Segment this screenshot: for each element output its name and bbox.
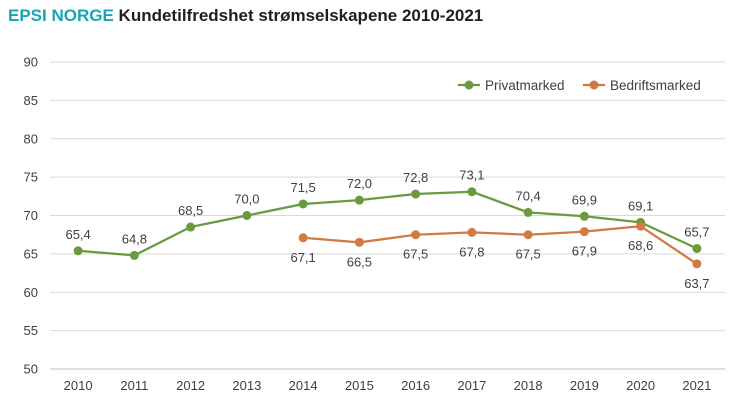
data-point-bedriftsmarked [298, 233, 308, 243]
data-label: 66,5 [347, 254, 372, 269]
data-label: 73,1 [459, 168, 484, 183]
data-point-bedriftsmarked [692, 259, 702, 269]
legend-label: Bedriftsmarked [610, 78, 701, 93]
x-tick-label: 2010 [64, 378, 93, 393]
chart-title: EPSI NORGE Kundetilfredshet strømselskap… [8, 6, 483, 26]
data-label: 69,9 [572, 192, 597, 207]
y-tick-label: 70 [24, 208, 38, 223]
y-tick-label: 80 [24, 131, 38, 146]
data-point-privatmarked [354, 195, 364, 205]
x-tick-label: 2021 [682, 378, 711, 393]
data-label: 63,7 [684, 276, 709, 291]
y-tick-label: 90 [24, 55, 38, 70]
y-tick-label: 55 [24, 323, 38, 338]
data-point-bedriftsmarked [579, 227, 589, 237]
data-point-bedriftsmarked [523, 230, 533, 240]
x-tick-label: 2013 [232, 378, 261, 393]
data-label: 72,0 [347, 176, 372, 191]
y-tick-label: 85 [24, 93, 38, 108]
data-point-privatmarked [73, 246, 83, 256]
x-tick-label: 2015 [345, 378, 374, 393]
x-tick-label: 2020 [626, 378, 655, 393]
title-text: Kundetilfredshet strømselskapene 2010-20… [118, 6, 484, 25]
legend-marker-bedriftsmarked [589, 80, 599, 90]
title-brand: EPSI NORGE [8, 6, 114, 25]
y-tick-label: 75 [24, 170, 38, 185]
legend-label: Privatmarked [485, 78, 565, 93]
data-label: 64,8 [122, 231, 147, 246]
data-point-privatmarked [411, 189, 421, 199]
data-label: 68,5 [178, 203, 203, 218]
x-tick-label: 2019 [570, 378, 599, 393]
data-label: 70,4 [515, 188, 540, 203]
data-point-privatmarked [242, 211, 252, 220]
series-line-privatmarked [78, 190, 698, 257]
data-label: 72,8 [403, 170, 428, 185]
series-line-bedriftsmarked [303, 225, 698, 265]
data-label: 67,1 [290, 250, 315, 265]
data-point-bedriftsmarked [467, 227, 477, 237]
data-label: 71,5 [290, 180, 315, 195]
data-label: 65,4 [65, 227, 90, 242]
data-point-bedriftsmarked [636, 221, 646, 231]
data-label: 67,5 [403, 247, 428, 262]
data-label: 67,8 [459, 244, 484, 259]
x-tick-label: 2011 [120, 378, 148, 393]
x-tick-label: 2014 [289, 378, 318, 393]
data-point-privatmarked [298, 199, 308, 209]
y-tick-label: 50 [24, 362, 38, 377]
data-point-bedriftsmarked [354, 237, 364, 247]
legend-marker-privatmarked [464, 80, 474, 90]
data-label: 70,0 [234, 192, 259, 207]
y-tick-label: 65 [24, 246, 38, 261]
x-tick-label: 2012 [176, 378, 205, 393]
data-point-bedriftsmarked [411, 230, 421, 240]
y-tick-label: 60 [24, 285, 38, 300]
data-label: 69,1 [628, 198, 653, 213]
data-label: 67,9 [572, 244, 597, 259]
x-tick-label: 2018 [514, 378, 543, 393]
data-point-privatmarked [523, 207, 533, 217]
data-label: 67,5 [515, 247, 540, 262]
data-point-privatmarked [129, 250, 139, 260]
data-point-privatmarked [579, 211, 589, 221]
x-tick-label: 2017 [457, 378, 486, 393]
data-point-privatmarked [467, 187, 477, 197]
data-point-privatmarked [692, 244, 702, 254]
data-point-privatmarked [186, 222, 196, 232]
x-tick-label: 2016 [401, 378, 430, 393]
data-label: 68,6 [628, 238, 653, 253]
data-label: 65,7 [684, 225, 709, 240]
